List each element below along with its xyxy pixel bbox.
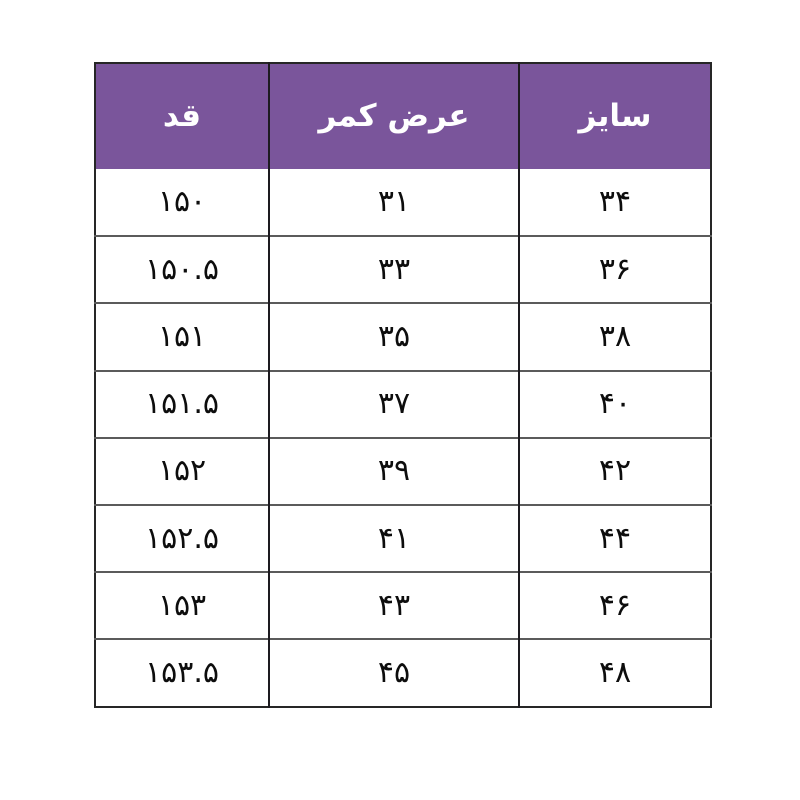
cell-size-value: ۳۶	[598, 251, 632, 287]
column-header-length-label: قد	[162, 98, 202, 135]
cell-size: ۳۸	[518, 302, 711, 371]
column-header-size: سایز	[518, 63, 711, 169]
table-row: ۴۶ ۴۳ ۱۵۳	[95, 571, 711, 640]
cell-size-value: ۳۴	[598, 184, 632, 220]
table-row: ۳۸ ۳۵ ۱۵۱	[95, 302, 711, 371]
cell-length-value: ۱۵۳.۵	[145, 654, 219, 690]
table-row: ۳۶ ۳۳ ۱۵۰.۵	[95, 235, 711, 304]
cell-length: ۱۵۱.۵	[95, 369, 269, 438]
cell-size: ۴۸	[518, 638, 711, 707]
cell-size-value: ۴۲	[598, 453, 632, 489]
cell-length-value: ۱۵۰	[157, 184, 207, 220]
cell-size: ۳۴	[518, 169, 711, 237]
cell-length-value: ۱۵۳	[157, 587, 207, 623]
cell-waist: ۳۳	[268, 235, 519, 304]
cell-waist-value: ۳۱	[377, 184, 411, 220]
cell-waist: ۳۱	[268, 169, 519, 237]
cell-length-value: ۱۵۲.۵	[145, 520, 219, 556]
cell-length: ۱۵۳	[95, 571, 269, 640]
cell-size-value: ۴۸	[598, 654, 632, 690]
table-header: سایز عرض کمر قد	[95, 63, 711, 169]
size-chart-table: سایز عرض کمر قد ۳۴ ۳۱ ۱۵۰ ۳۶	[94, 62, 712, 708]
cell-length: ۱۵۲.۵	[95, 503, 269, 573]
column-header-size-label: سایز	[578, 98, 652, 135]
cell-length-value: ۱۵۰.۵	[145, 251, 219, 287]
column-header-waist: عرض کمر	[268, 63, 519, 169]
table-header-row: سایز عرض کمر قد	[95, 63, 711, 169]
cell-waist: ۳۷	[268, 369, 519, 438]
table-row: ۴۲ ۳۹ ۱۵۲	[95, 436, 711, 505]
cell-size: ۴۶	[518, 571, 711, 640]
table-body: ۳۴ ۳۱ ۱۵۰ ۳۶ ۳۳ ۱۵۰.۵ ۳۸ ۳۵ ۱۵۱ ۴۰ ۳۷	[95, 169, 711, 707]
cell-size-value: ۳۸	[598, 318, 632, 354]
cell-length: ۱۵۲	[95, 436, 269, 505]
column-header-length: قد	[95, 63, 269, 169]
table-row: ۴۴ ۴۱ ۱۵۲.۵	[95, 503, 711, 573]
table-row: ۴۸ ۴۵ ۱۵۳.۵	[95, 638, 711, 707]
cell-length-value: ۱۵۱.۵	[145, 386, 219, 422]
cell-length: ۱۵۰.۵	[95, 235, 269, 304]
cell-waist: ۳۹	[268, 436, 519, 505]
column-header-waist-label: عرض کمر	[318, 98, 470, 135]
cell-waist-value: ۴۵	[377, 654, 411, 690]
cell-length: ۱۵۳.۵	[95, 638, 269, 707]
cell-waist-value: ۳۵	[377, 318, 411, 354]
cell-size-value: ۴۰	[598, 386, 632, 422]
cell-length-value: ۱۵۱	[157, 318, 207, 354]
table-row: ۳۴ ۳۱ ۱۵۰	[95, 169, 711, 237]
cell-length-value: ۱۵۲	[157, 453, 207, 489]
cell-waist: ۴۱	[268, 503, 519, 573]
cell-waist: ۴۵	[268, 638, 519, 707]
cell-waist-value: ۴۱	[377, 520, 411, 556]
cell-length: ۱۵۱	[95, 302, 269, 371]
cell-waist-value: ۳۳	[377, 251, 411, 287]
cell-waist: ۳۵	[268, 302, 519, 371]
cell-waist-value: ۴۳	[377, 587, 411, 623]
cell-size: ۴۰	[518, 369, 711, 438]
cell-size: ۴۲	[518, 436, 711, 505]
cell-size-value: ۴۴	[598, 520, 632, 556]
cell-waist: ۴۳	[268, 571, 519, 640]
cell-size: ۴۴	[518, 503, 711, 573]
cell-waist-value: ۳۹	[377, 453, 411, 489]
cell-waist-value: ۳۷	[377, 386, 411, 422]
cell-length: ۱۵۰	[95, 169, 269, 236]
size-chart-container: سایز عرض کمر قد ۳۴ ۳۱ ۱۵۰ ۳۶	[94, 62, 712, 708]
cell-size-value: ۴۶	[598, 587, 632, 623]
table-row: ۴۰ ۳۷ ۱۵۱.۵	[95, 369, 711, 438]
cell-size: ۳۶	[518, 235, 711, 304]
